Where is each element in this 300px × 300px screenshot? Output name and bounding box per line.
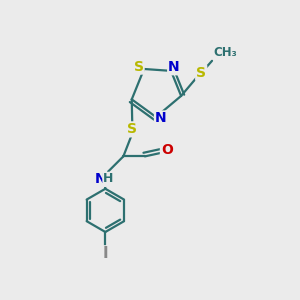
Text: N: N — [168, 60, 180, 74]
Text: S: S — [127, 122, 137, 136]
Text: O: O — [161, 143, 173, 158]
Text: CH₃: CH₃ — [214, 46, 237, 59]
Text: S: S — [134, 60, 144, 74]
Text: I: I — [103, 246, 108, 261]
Text: N: N — [155, 112, 166, 125]
Text: N: N — [94, 172, 106, 186]
Text: S: S — [196, 66, 206, 80]
Text: H: H — [103, 172, 113, 185]
